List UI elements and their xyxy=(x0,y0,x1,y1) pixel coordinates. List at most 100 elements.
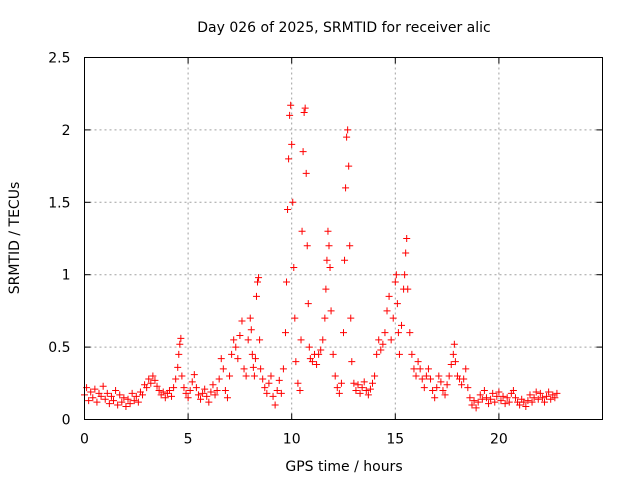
data-point xyxy=(217,355,225,363)
data-point xyxy=(219,365,227,373)
plot-frame xyxy=(84,57,603,420)
data-point xyxy=(128,389,136,397)
data-point xyxy=(139,391,147,399)
data-point xyxy=(418,375,426,383)
data-point xyxy=(520,398,528,406)
data-point xyxy=(292,358,300,366)
data-point xyxy=(489,389,497,397)
data-point xyxy=(474,398,482,406)
data-point xyxy=(505,398,513,406)
data-point xyxy=(85,397,93,405)
data-point xyxy=(122,402,130,410)
data-point xyxy=(406,329,414,337)
data-point xyxy=(267,372,275,380)
data-point xyxy=(254,278,262,286)
data-point xyxy=(105,400,113,408)
data-point xyxy=(172,375,180,383)
data-point xyxy=(522,402,530,410)
data-point xyxy=(538,394,546,402)
data-point xyxy=(551,394,559,402)
data-point xyxy=(410,365,418,373)
data-point xyxy=(290,263,298,271)
data-point xyxy=(289,198,297,206)
data-point xyxy=(516,401,524,409)
data-point xyxy=(236,332,244,340)
data-point xyxy=(188,378,196,386)
data-point xyxy=(511,394,519,402)
data-point xyxy=(120,394,128,402)
y-tick-label: 1.5 xyxy=(48,195,70,211)
data-point xyxy=(165,387,173,395)
data-point xyxy=(329,350,337,358)
data-point xyxy=(447,360,455,368)
data-point xyxy=(234,355,242,363)
data-point xyxy=(118,398,126,406)
data-point xyxy=(124,395,132,403)
data-point xyxy=(103,389,111,397)
data-point xyxy=(323,256,331,264)
data-point xyxy=(375,336,383,344)
data-point xyxy=(149,372,157,380)
data-point xyxy=(404,285,412,293)
data-point xyxy=(553,389,561,397)
data-point xyxy=(294,379,302,387)
data-point xyxy=(248,350,256,358)
data-point xyxy=(337,379,345,387)
data-point xyxy=(215,375,223,383)
data-point xyxy=(441,391,449,399)
data-point xyxy=(495,388,503,396)
data-point xyxy=(543,392,551,400)
data-point xyxy=(147,379,155,387)
data-point xyxy=(99,382,107,390)
data-points xyxy=(81,101,561,412)
data-point xyxy=(321,314,329,322)
data-point xyxy=(350,379,358,387)
data-point xyxy=(277,389,285,397)
data-point xyxy=(291,314,299,322)
data-point xyxy=(391,278,399,286)
data-point xyxy=(301,104,309,112)
data-point xyxy=(247,326,255,334)
data-point xyxy=(143,384,151,392)
data-point xyxy=(93,398,101,406)
data-point xyxy=(528,398,536,406)
data-point xyxy=(199,389,207,397)
data-point xyxy=(180,384,188,392)
data-point xyxy=(352,387,360,395)
data-point xyxy=(420,384,428,392)
data-point xyxy=(445,372,453,380)
data-point xyxy=(501,400,509,408)
data-point xyxy=(281,329,289,337)
data-point xyxy=(343,133,351,141)
data-point xyxy=(485,400,493,408)
data-point xyxy=(285,155,293,163)
data-point xyxy=(348,358,356,366)
data-point xyxy=(435,372,443,380)
data-point xyxy=(439,387,447,395)
data-point xyxy=(145,375,153,383)
data-point xyxy=(269,392,277,400)
data-point xyxy=(530,394,538,402)
data-point xyxy=(451,358,459,366)
data-point xyxy=(114,401,122,409)
data-point xyxy=(304,300,312,308)
data-point xyxy=(240,365,248,373)
data-point xyxy=(427,375,435,383)
data-point xyxy=(275,376,283,384)
data-point xyxy=(464,384,472,392)
data-point xyxy=(176,340,184,348)
data-point xyxy=(468,401,476,409)
y-tick-label: 2.5 xyxy=(48,51,70,67)
y-tick-label: 0.5 xyxy=(48,340,70,356)
data-point xyxy=(207,388,215,396)
data-point xyxy=(387,336,395,344)
data-point xyxy=(192,384,200,392)
data-point xyxy=(238,317,246,325)
data-point xyxy=(184,394,192,402)
data-point xyxy=(491,398,499,406)
data-point xyxy=(315,350,323,358)
data-point xyxy=(252,292,260,300)
data-point xyxy=(324,227,332,235)
data-point xyxy=(283,278,291,286)
